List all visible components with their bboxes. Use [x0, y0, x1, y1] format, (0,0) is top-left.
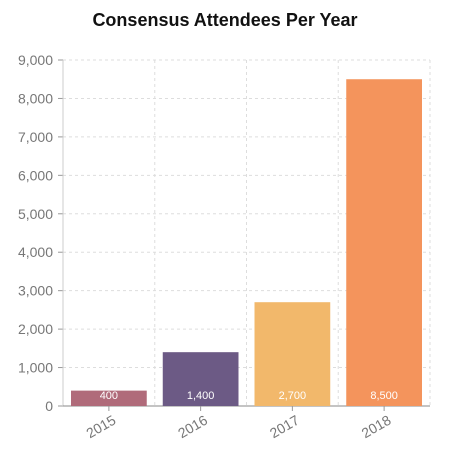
- y-tick-label: 3,000: [18, 283, 53, 299]
- chart-title: Consensus Attendees Per Year: [92, 10, 358, 30]
- y-tick-label: 7,000: [18, 129, 53, 145]
- bar-2016: [162, 352, 239, 406]
- bar-2015: [71, 390, 147, 406]
- bar-2017: [254, 302, 331, 406]
- y-tick-label: 6,000: [18, 167, 53, 183]
- x-tick-label: 2017: [267, 412, 302, 442]
- data-label: 400: [100, 390, 118, 402]
- y-tick-label: 0: [45, 398, 53, 414]
- y-tick-label: 1,000: [18, 360, 53, 376]
- y-tick-label: 2,000: [18, 321, 53, 337]
- x-tick-label: 2018: [359, 412, 394, 442]
- x-tick-label: 2015: [83, 412, 118, 442]
- y-tick-label: 5,000: [18, 206, 53, 222]
- y-tick-label: 9,000: [18, 52, 53, 68]
- data-label: 1,400: [187, 390, 215, 402]
- y-tick-label: 8,000: [18, 90, 53, 106]
- data-label: 8,500: [370, 390, 398, 402]
- x-tick-label: 2016: [175, 412, 210, 442]
- data-label: 2,700: [279, 390, 307, 402]
- bar-2018: [346, 79, 422, 406]
- y-tick-label: 4,000: [18, 244, 53, 260]
